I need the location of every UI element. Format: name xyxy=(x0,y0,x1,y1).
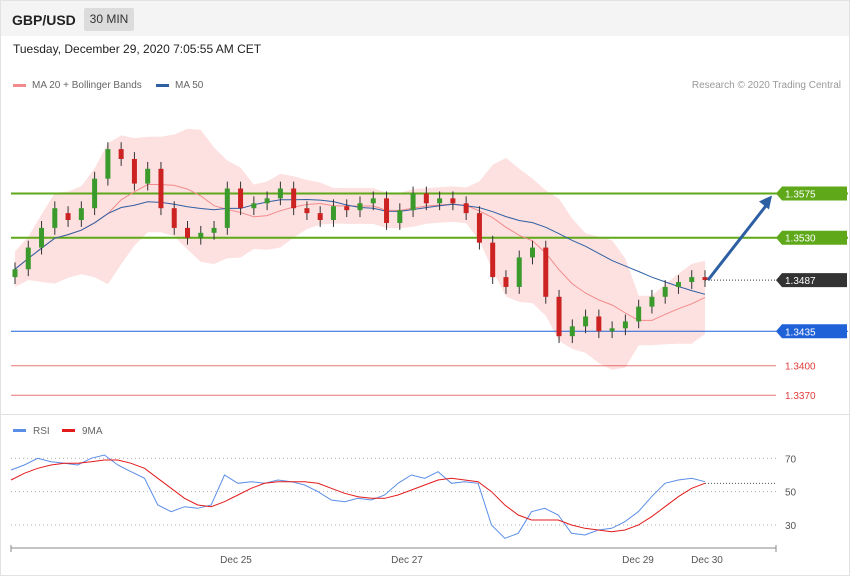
candle xyxy=(39,227,45,248)
level-label-1.3575: 1.3575 xyxy=(785,189,816,200)
forecast-arrow-head xyxy=(759,195,772,210)
candle xyxy=(689,277,695,283)
level-label-1.3435: 1.3435 xyxy=(785,327,816,338)
candle xyxy=(131,158,137,184)
candle xyxy=(224,188,230,228)
candle xyxy=(198,232,204,238)
candle xyxy=(264,198,270,204)
rsi-tick-70: 70 xyxy=(785,454,797,465)
candle xyxy=(569,326,575,337)
candle xyxy=(92,178,98,209)
candle xyxy=(238,188,244,209)
candle xyxy=(78,208,84,221)
legend-swatch-ma20 xyxy=(13,84,26,87)
legend-item-ma50: MA 50 xyxy=(156,80,203,91)
rsi-9ma-line xyxy=(10,459,706,533)
candle xyxy=(662,286,668,297)
candle xyxy=(503,277,509,287)
level-tag-1.3530 xyxy=(776,230,847,245)
candle xyxy=(437,198,443,204)
forecast-arrow-line xyxy=(706,203,769,281)
timeframe-button[interactable]: 30 MIN xyxy=(84,8,134,31)
candle xyxy=(171,208,177,228)
legend-item-ma20: MA 20 + Bollinger Bands xyxy=(13,80,142,91)
rsi-line xyxy=(10,454,706,539)
candle xyxy=(543,247,549,297)
candle xyxy=(251,203,257,209)
current-price-label: 1.3487 xyxy=(785,276,816,287)
candle xyxy=(450,198,456,204)
x-tick-label: Dec 25 xyxy=(220,555,252,566)
candle xyxy=(185,227,190,238)
candle xyxy=(65,213,71,221)
legend-label-9ma: 9MA xyxy=(82,426,103,437)
candle xyxy=(423,193,429,204)
rsi-tick-50: 50 xyxy=(785,488,797,499)
candle xyxy=(105,149,111,179)
candle xyxy=(516,257,522,287)
candle xyxy=(145,168,151,184)
candle xyxy=(304,208,310,214)
candle xyxy=(370,198,376,204)
candle xyxy=(291,188,297,209)
candle xyxy=(609,328,615,332)
level-label-1.3530: 1.3530 xyxy=(785,234,816,245)
candle xyxy=(357,203,363,211)
candle xyxy=(675,282,681,287)
top-bar: GBP/USD 30 MIN xyxy=(1,1,849,36)
candle xyxy=(649,296,655,307)
x-tick-label: Dec 29 xyxy=(622,555,654,566)
legend-label-ma20: MA 20 + Bollinger Bands xyxy=(32,80,142,91)
candle xyxy=(118,149,124,159)
candle xyxy=(463,203,469,214)
candle xyxy=(583,316,589,327)
candle xyxy=(397,210,403,223)
x-tick-label: Dec 27 xyxy=(391,555,423,566)
candle xyxy=(622,321,628,329)
level-tag-1.3575 xyxy=(776,186,847,201)
level-label-1.3400: 1.3400 xyxy=(785,362,816,373)
candle xyxy=(596,316,602,332)
datetime-label: Tuesday, December 29, 2020 7:05:55 AM CE… xyxy=(13,42,262,56)
candle xyxy=(556,296,562,337)
candle xyxy=(702,277,708,281)
candle xyxy=(490,242,496,278)
candle xyxy=(344,206,350,211)
candle xyxy=(384,198,390,223)
legend-swatch-9ma xyxy=(62,429,75,432)
legend-swatch-ma50 xyxy=(156,84,169,87)
candle xyxy=(158,168,164,209)
copyright: Research © 2020 Trading Central xyxy=(691,80,841,91)
legend-swatch-rsi xyxy=(13,429,26,432)
symbol-label: GBP/USD xyxy=(12,12,76,28)
candle xyxy=(410,193,416,211)
candle xyxy=(25,247,31,270)
candle xyxy=(530,247,535,258)
candle xyxy=(12,269,18,278)
legend-label-ma50: MA 50 xyxy=(175,80,204,91)
candle xyxy=(317,213,323,221)
candle xyxy=(277,188,283,199)
x-tick-label: Dec 30 xyxy=(691,555,723,566)
legend-label-rsi: RSI xyxy=(33,426,50,437)
panel-separator xyxy=(1,414,849,415)
candle xyxy=(636,306,642,322)
bollinger-band xyxy=(15,128,705,370)
candle xyxy=(52,208,58,228)
rsi-tick-30: 30 xyxy=(785,521,797,532)
candle xyxy=(211,227,217,233)
level-tag-1.3435 xyxy=(776,324,847,339)
candle xyxy=(330,206,336,221)
current-price-tag xyxy=(776,273,847,288)
candle xyxy=(476,213,482,243)
level-label-1.3370: 1.3370 xyxy=(785,391,816,402)
